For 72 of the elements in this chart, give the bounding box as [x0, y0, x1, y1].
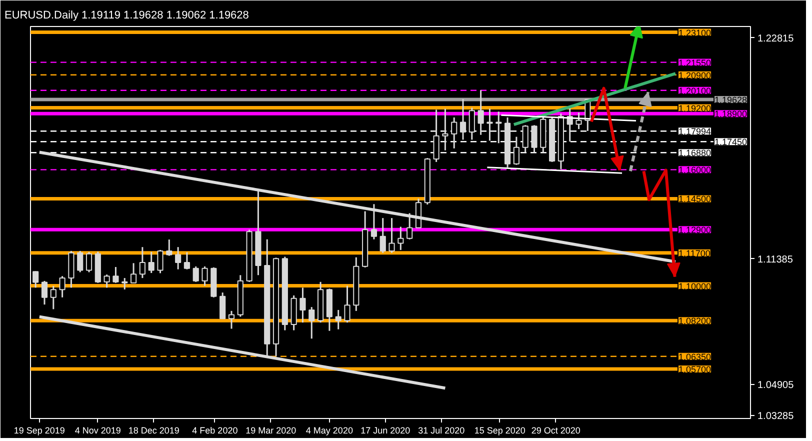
candlestick	[335, 309, 342, 330]
ref-line-label: 1.23100	[678, 28, 712, 38]
candlestick	[468, 107, 475, 140]
y-tick-label: 1.22815	[758, 33, 794, 44]
candlestick	[86, 251, 92, 273]
candlestick	[228, 310, 235, 330]
x-tick-label: 29 Oct 2020	[531, 426, 580, 436]
ref-line-label: 1.20900	[678, 70, 712, 80]
candlestick	[406, 212, 413, 240]
candlestick	[398, 226, 404, 251]
ref-line-label: 1.17994	[678, 126, 712, 137]
ref-line-label: 1.20100	[678, 86, 712, 96]
x-tick-label: 4 Nov 2019	[74, 426, 121, 436]
x-tick-label: 4 May 2020	[306, 426, 353, 436]
candlestick	[433, 108, 440, 163]
candlestick	[175, 246, 182, 270]
x-tick-label: 19 Mar 2020	[246, 426, 296, 436]
candlestick	[531, 124, 538, 154]
candlestick	[344, 285, 350, 324]
candlestick	[308, 306, 315, 340]
candlestick	[130, 262, 137, 284]
candlestick	[32, 270, 39, 288]
candlestick	[460, 98, 466, 140]
ref-line-label: 1.06350	[678, 352, 712, 362]
x-tick-label: 18 Dec 2019	[128, 426, 180, 436]
ref-line-label: 1.21550	[678, 58, 712, 68]
candlestick	[522, 124, 528, 154]
ref-line-label: 1.11700	[678, 248, 710, 258]
x-tick-label: 19 Sep 2019	[14, 426, 65, 436]
ref-line-label: 1.05700	[678, 364, 712, 374]
x-tick-label: 31 Jul 2020	[418, 426, 465, 436]
candlestick	[442, 108, 448, 152]
candlestick	[166, 238, 172, 257]
candlestick	[122, 277, 128, 290]
candlestick	[184, 252, 190, 270]
candlestick	[50, 285, 56, 310]
candlestick	[148, 251, 154, 274]
candlestick	[59, 275, 66, 298]
candlestick	[112, 266, 119, 284]
ref-line-label: 1.16000	[678, 165, 712, 176]
candlestick	[370, 203, 378, 240]
candlestick	[139, 246, 146, 279]
ref-line-label: 1.10000	[678, 281, 712, 292]
candlestick	[104, 274, 110, 288]
ref-line-label: 1.19628	[714, 94, 748, 105]
candlestick	[380, 217, 386, 254]
candlestick	[513, 136, 520, 166]
ref-line-label: 1.17450	[714, 137, 748, 148]
candlestick	[451, 116, 458, 150]
candlestick	[41, 280, 48, 306]
candlestick	[202, 266, 208, 287]
candlestick	[157, 249, 164, 274]
ref-line-label: 1.12900	[678, 225, 712, 236]
x-tick-label: 15 Sep 2020	[474, 426, 526, 436]
candlestick	[388, 217, 395, 254]
candlestick	[77, 250, 84, 273]
chart-title: EURUSD.Daily 1.19119 1.19628 1.19062 1.19628	[4, 10, 249, 22]
ref-line-label: 1.14500	[678, 194, 712, 204]
x-tick-label: 17 Jun 2020	[360, 426, 410, 436]
ref-line-label: 1.18900	[714, 109, 748, 120]
candlestick	[192, 266, 199, 283]
candlestick	[220, 292, 226, 320]
candlestick	[576, 112, 582, 130]
y-tick-label: 1.11385	[758, 254, 794, 266]
candlestick	[300, 286, 306, 324]
ref-line-label: 1.19200	[678, 103, 712, 114]
ref-line-label: 1.16880	[678, 148, 712, 158]
x-tick-label: 4 Feb 2020	[192, 426, 238, 436]
y-tick-label: 1.03285	[758, 411, 794, 422]
y-tick-label: 1.04905	[758, 380, 794, 391]
ref-line-label: 1.08200	[678, 316, 712, 326]
candlestick	[478, 89, 484, 136]
